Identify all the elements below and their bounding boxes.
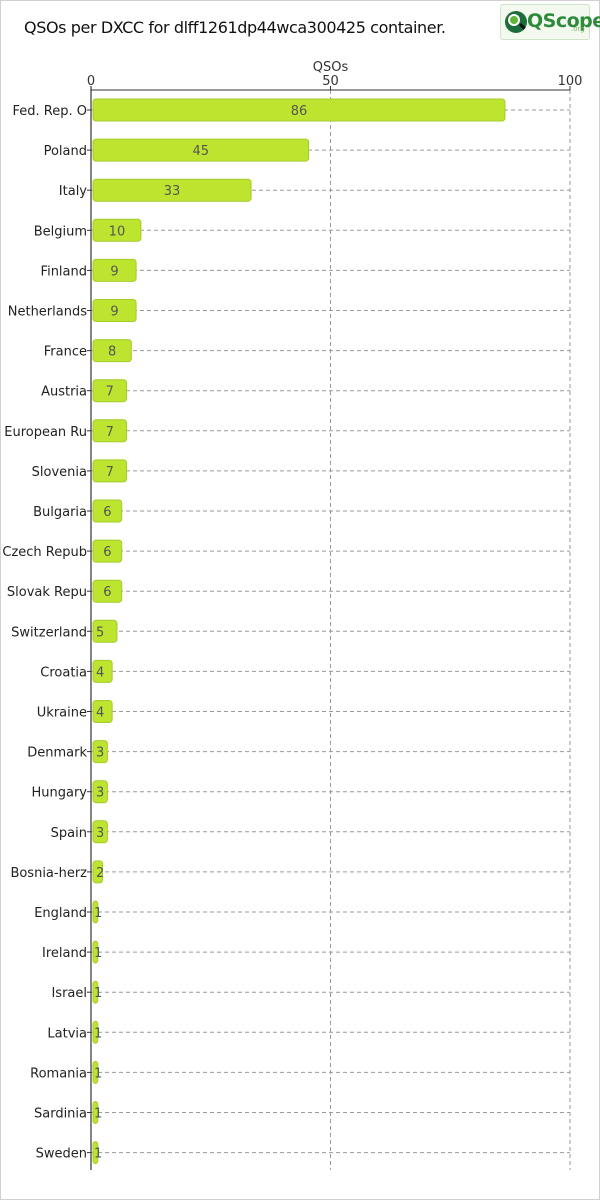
x-tick-label: 50: [322, 74, 339, 89]
value-label: 8: [108, 345, 116, 360]
category-label: Hungary: [31, 786, 87, 801]
value-label: 1: [94, 1147, 102, 1162]
bar: [92, 258, 137, 282]
bar: [92, 539, 123, 563]
x-tick-label: 0: [87, 74, 95, 89]
category-label: Bosnia-herz: [10, 866, 87, 881]
category-label: England: [34, 906, 87, 921]
bar: [92, 499, 123, 523]
bar: [92, 1141, 99, 1165]
category-label: Slovenia: [32, 465, 87, 480]
value-label: 10: [109, 224, 126, 239]
category-label: Italy: [59, 184, 88, 199]
category-label: Spain: [51, 826, 87, 841]
value-label: 7: [106, 385, 114, 400]
bar: [92, 740, 108, 764]
logo-text: QScope: [527, 10, 600, 32]
value-label: 1: [94, 1066, 102, 1081]
value-label: 6: [103, 585, 111, 600]
bar: [92, 339, 132, 363]
value-label: 1: [94, 986, 102, 1001]
category-label: Bulgaria: [33, 505, 87, 520]
qscope-logo[interactable]: QScope .org: [500, 4, 600, 40]
category-label: Ukraine: [37, 706, 87, 721]
value-label: 45: [193, 144, 210, 159]
category-label: Finland: [41, 264, 87, 279]
bar: [92, 820, 108, 844]
value-label: 3: [96, 786, 104, 801]
category-label: Poland: [44, 144, 87, 159]
value-label: 4: [96, 706, 104, 721]
x-axis-title: QSOs: [313, 60, 349, 75]
bar: [92, 1101, 99, 1124]
category-label: Israel: [51, 986, 87, 1001]
grid-lines: [91, 90, 571, 1170]
value-label: 9: [110, 305, 118, 320]
category-label: Denmark: [27, 746, 87, 761]
bar: [92, 579, 123, 603]
magnifier-globe-icon: [505, 11, 527, 33]
axes: [87, 86, 571, 1170]
category-label: Sardinia: [34, 1107, 87, 1122]
bar: [92, 1020, 99, 1044]
value-label: 2: [96, 866, 104, 881]
bar: [92, 860, 104, 884]
bar: [92, 299, 137, 322]
category-label: Fed. Rep. O: [13, 104, 87, 119]
bar: [92, 659, 113, 683]
value-label: 86: [291, 104, 308, 119]
bar: [92, 980, 99, 1004]
category-label: Switzerland: [11, 625, 87, 640]
bar: [92, 218, 142, 242]
value-label: 7: [106, 465, 114, 480]
value-label: 1: [94, 1107, 102, 1122]
value-label: 1: [94, 946, 102, 961]
value-label: 6: [103, 545, 111, 560]
bar: [92, 98, 506, 122]
value-label: 6: [103, 505, 111, 520]
category-label: Latvia: [47, 1026, 87, 1041]
category-label: Netherlands: [8, 305, 87, 320]
category-label: European Ru: [4, 425, 87, 440]
value-label: 5: [96, 625, 104, 640]
bar: [92, 419, 128, 443]
chart-title: QSOs per DXCC for dlff1261dp44wca300425 …: [24, 18, 446, 37]
bar: [92, 178, 252, 202]
category-label: Belgium: [34, 224, 87, 239]
bar: [92, 138, 310, 162]
bar: [92, 940, 99, 964]
bars: [92, 98, 506, 1165]
value-label: 1: [94, 906, 102, 921]
bar: [92, 379, 128, 403]
category-label: Czech Repub: [2, 545, 87, 560]
x-tick-label: 100: [558, 74, 583, 89]
category-label: Sweden: [36, 1147, 87, 1162]
value-label: 3: [96, 746, 104, 761]
logo-sub: .org: [571, 25, 585, 33]
bar: [92, 619, 118, 643]
value-label: 4: [96, 665, 104, 680]
category-label: Croatia: [40, 665, 87, 680]
value-label: 3: [96, 826, 104, 841]
bar: [92, 900, 99, 924]
value-label: 7: [106, 425, 114, 440]
value-label: 1: [94, 1026, 102, 1041]
category-label: Austria: [41, 385, 87, 400]
bar: [92, 459, 128, 483]
bar: [92, 700, 113, 723]
bar: [92, 780, 108, 804]
category-label: Romania: [30, 1066, 87, 1081]
category-label: Slovak Repu: [7, 585, 87, 600]
bar: [92, 1060, 99, 1084]
category-label: Ireland: [42, 946, 87, 961]
value-label: 33: [164, 184, 181, 199]
category-label: France: [44, 345, 87, 360]
value-label: 9: [110, 264, 118, 279]
